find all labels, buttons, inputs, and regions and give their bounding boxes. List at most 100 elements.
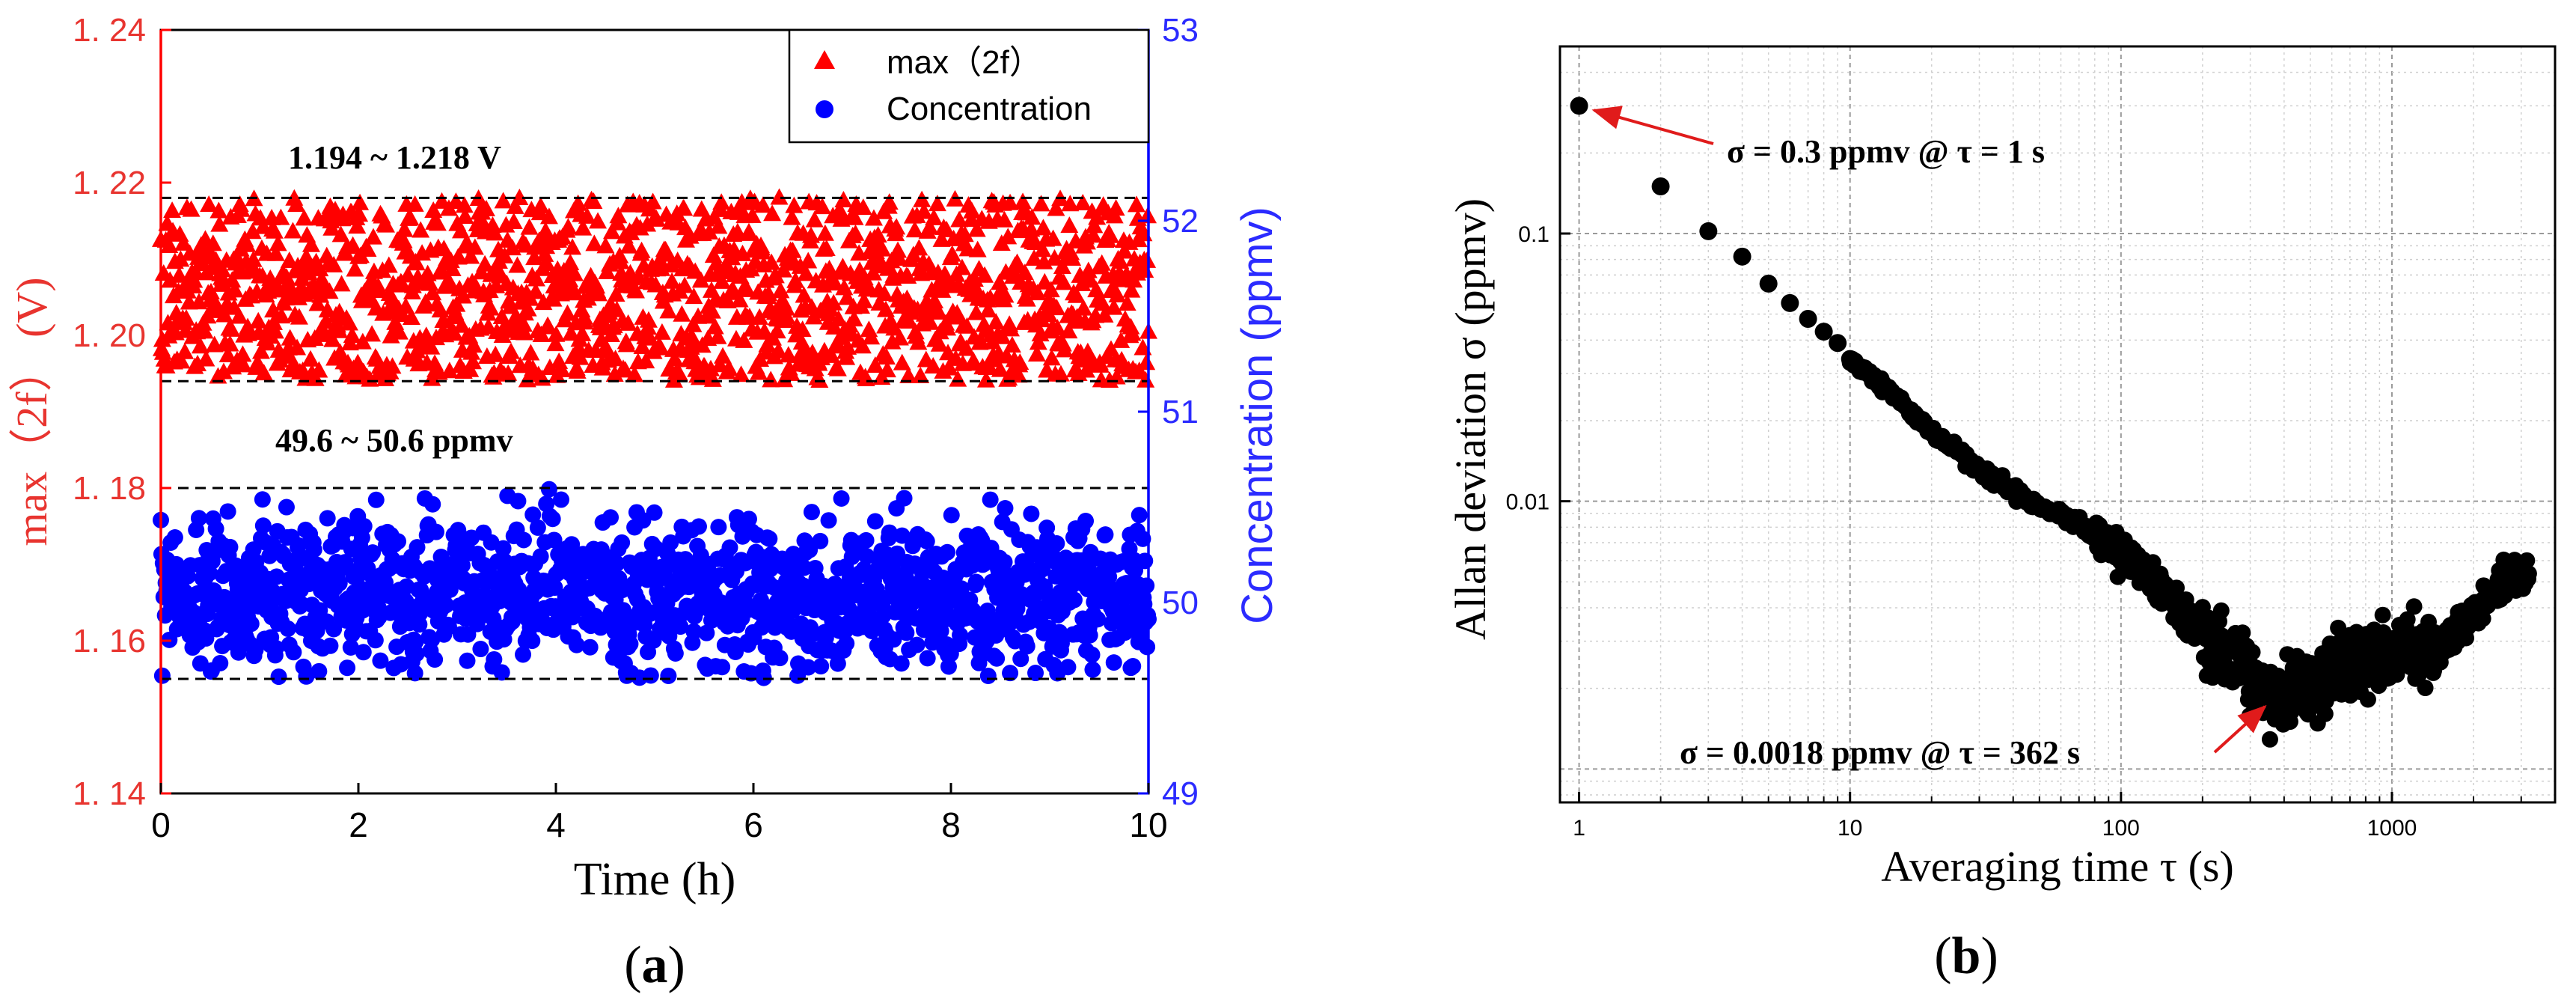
concentration-point — [1125, 658, 1142, 675]
max-2f-point — [797, 264, 816, 281]
max-2f-point — [153, 343, 172, 360]
max-2f-point — [768, 322, 786, 339]
max-2f-point — [1112, 331, 1131, 348]
max-2f-point — [281, 329, 299, 346]
max-2f-point — [995, 210, 1014, 228]
max-2f-point — [753, 243, 771, 260]
max-2f-point — [691, 271, 710, 288]
annotation-arrow-2 — [2213, 704, 2267, 754]
max-2f-point — [828, 359, 847, 376]
max-2f-point — [201, 282, 220, 299]
concentration-point — [254, 517, 272, 534]
max-2f-point — [447, 295, 466, 312]
max-2f-point — [607, 285, 625, 302]
max-2f-point — [1063, 249, 1082, 266]
concentration-point — [331, 575, 348, 592]
max-2f-point — [964, 351, 983, 368]
max-2f-point — [558, 304, 577, 321]
max-2f-point — [605, 365, 624, 382]
concentration-point — [1089, 611, 1107, 628]
max-2f-point — [539, 317, 557, 335]
concentration-point — [545, 531, 563, 549]
max-2f-point — [1014, 192, 1032, 210]
allan-point — [2244, 644, 2261, 661]
max-2f-point — [820, 260, 839, 277]
concentration-point — [943, 507, 960, 524]
concentration-point — [952, 627, 969, 644]
max-2f-point — [869, 226, 887, 243]
max-2f-point — [683, 332, 702, 350]
max-2f-point — [214, 362, 233, 379]
concentration-point — [278, 499, 295, 516]
max-2f-point — [215, 305, 233, 323]
max-2f-point — [520, 218, 539, 235]
b-x-tick-label: 1 — [1573, 816, 1585, 841]
max-2f-point — [893, 353, 911, 371]
max-2f-point — [889, 241, 908, 258]
max-2f-point — [619, 314, 637, 331]
max-2f-point — [1028, 284, 1047, 301]
concentration-point — [698, 624, 715, 641]
concentration-point — [1059, 659, 1077, 676]
max-2f-point — [801, 226, 820, 243]
max-2f-point — [518, 299, 537, 317]
concentration-point — [339, 659, 356, 677]
concentration-point — [1134, 530, 1151, 547]
max-2f-point — [329, 321, 348, 338]
concentration-point — [546, 579, 563, 597]
right-y-tick-label: 50 — [1162, 585, 1199, 621]
concentration-point — [459, 652, 476, 669]
concentration-series — [153, 481, 1157, 686]
max-2f-point — [877, 347, 896, 365]
concentration-point — [820, 512, 837, 529]
max-2f-point — [1002, 320, 1021, 337]
max-2f-point — [770, 188, 789, 205]
max-2f-point — [1023, 208, 1041, 225]
max-2f-point — [921, 313, 940, 330]
max-2f-point — [527, 269, 545, 287]
concentration-point — [407, 633, 424, 650]
max-2f-point — [643, 192, 662, 210]
max-2f-point — [685, 287, 703, 305]
max-2f-point — [1015, 263, 1034, 281]
concentration-point — [898, 624, 915, 641]
max-2f-point — [1047, 299, 1066, 316]
max-2f-point — [244, 250, 263, 267]
concentration-point — [858, 548, 875, 565]
concentration-point — [660, 667, 677, 684]
concentration-point — [672, 618, 689, 635]
concentration-point — [803, 504, 820, 521]
allan-point — [1759, 274, 1778, 293]
max-2f-point — [531, 197, 550, 214]
max-2f-point — [1136, 371, 1155, 388]
max-2f-point — [248, 353, 267, 371]
max-2f-point — [222, 320, 241, 337]
max-2f-point — [370, 281, 388, 299]
max-2f-point — [854, 198, 872, 216]
max-2f-point — [783, 208, 801, 225]
max-2f-point — [450, 248, 468, 265]
max-2f-point — [287, 195, 306, 213]
legend-box — [788, 28, 1150, 144]
max-2f-point — [675, 199, 694, 216]
max-2f-point — [853, 337, 872, 354]
concentration-point — [1034, 561, 1051, 578]
max-2f-point — [1088, 208, 1107, 225]
max-2f-point — [456, 207, 474, 225]
max-2f-point — [191, 337, 209, 354]
concentration-point — [1101, 568, 1118, 585]
left-y-tick-label: 1. 16 — [73, 623, 146, 659]
max-2f-point — [221, 335, 239, 352]
concentration-point — [940, 658, 957, 675]
max-2f-point — [272, 307, 291, 324]
concentration-point — [207, 520, 224, 537]
max-2f-point — [402, 308, 420, 326]
max-2f-point — [1093, 294, 1112, 311]
max-2f-point — [799, 251, 818, 269]
b-y-tick-label: 0.1 — [1518, 222, 1549, 247]
concentration-point — [918, 533, 935, 550]
max-2f-point — [510, 188, 529, 205]
max-2f-point — [813, 198, 832, 215]
x-tick-label: 2 — [349, 805, 368, 844]
allan-point — [1781, 293, 1799, 312]
